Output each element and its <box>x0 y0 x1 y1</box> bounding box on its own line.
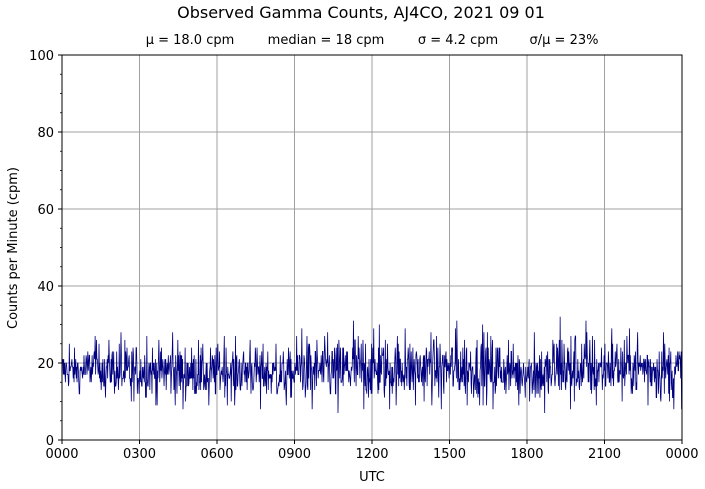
x-axis-label: UTC <box>359 470 385 485</box>
y-tick-label: 20 <box>37 357 54 372</box>
x-tick-label: 0600 <box>200 447 233 462</box>
x-tick-label: 0000 <box>45 447 78 462</box>
x-tick-label: 0300 <box>123 447 156 462</box>
grid-lines <box>62 55 682 440</box>
series-counts <box>61 316 683 414</box>
y-tick-label: 60 <box>37 203 54 218</box>
x-tick-label: 1500 <box>433 447 466 462</box>
y-axis-label: Counts per Minute (cpm) <box>6 167 21 329</box>
subtitle-sigma: σ = 4.2 cpm <box>418 33 498 48</box>
subtitle-median: median = 18 cpm <box>268 33 385 48</box>
y-tick-label: 80 <box>37 126 54 141</box>
x-tick-label: 2100 <box>588 447 621 462</box>
x-tick-label: 1800 <box>510 447 543 462</box>
x-tick-label: 1200 <box>355 447 388 462</box>
chart-title: Observed Gamma Counts, AJ4CO, 2021 09 01 <box>177 3 545 22</box>
x-tick-label: 0000 <box>665 447 698 462</box>
y-tick-label: 100 <box>29 49 54 64</box>
y-tick-label: 40 <box>37 280 54 295</box>
x-axis: 0000 0300 0600 0900 1200 1500 1800 2100 0000 <box>45 440 699 462</box>
x-tick-label: 0900 <box>278 447 311 462</box>
series-line-counts <box>61 316 683 414</box>
subtitle-ratio: σ/μ = 23% <box>530 33 599 48</box>
y-tick-label: 0 <box>46 434 54 449</box>
subtitle-mean: μ = 18.0 cpm <box>146 33 235 48</box>
y-axis: 0 20 40 60 80 100 <box>29 49 62 449</box>
